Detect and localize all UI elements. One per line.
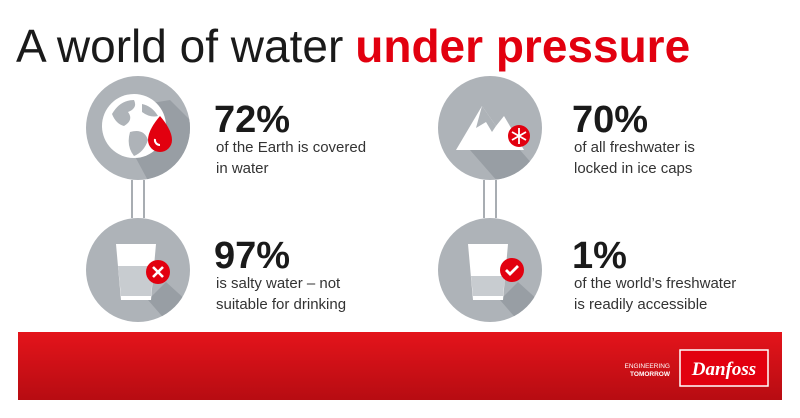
- stat-description: of all freshwater is: [574, 139, 695, 156]
- stat-description: in water: [216, 160, 269, 177]
- tagline: TOMORROW: [630, 371, 671, 378]
- stat-description: is salty water – not: [216, 275, 341, 292]
- stat-value: 72%: [214, 99, 290, 141]
- logo-box: [679, 349, 769, 387]
- stat-description: of the world’s freshwater: [574, 275, 736, 292]
- stat-value: 70%: [572, 99, 648, 141]
- title-lead: A world of water: [16, 20, 343, 72]
- stat-description: of the Earth is covered: [216, 139, 366, 156]
- stat-value: 97%: [214, 235, 290, 277]
- footer-band: [18, 332, 782, 400]
- logo: Danfoss: [691, 359, 756, 380]
- title: A world of water under pressure: [16, 20, 690, 72]
- title-emphasis: under pressure: [355, 20, 690, 72]
- mountain-icon: [438, 76, 542, 180]
- stat-description: is readily accessible: [574, 296, 707, 313]
- connectors: [131, 180, 497, 218]
- tagline: ENGINEERING: [624, 363, 670, 370]
- stat-description: suitable for drinking: [216, 296, 346, 313]
- stat-description: locked in ice caps: [574, 160, 692, 177]
- stat-value: 1%: [572, 235, 627, 277]
